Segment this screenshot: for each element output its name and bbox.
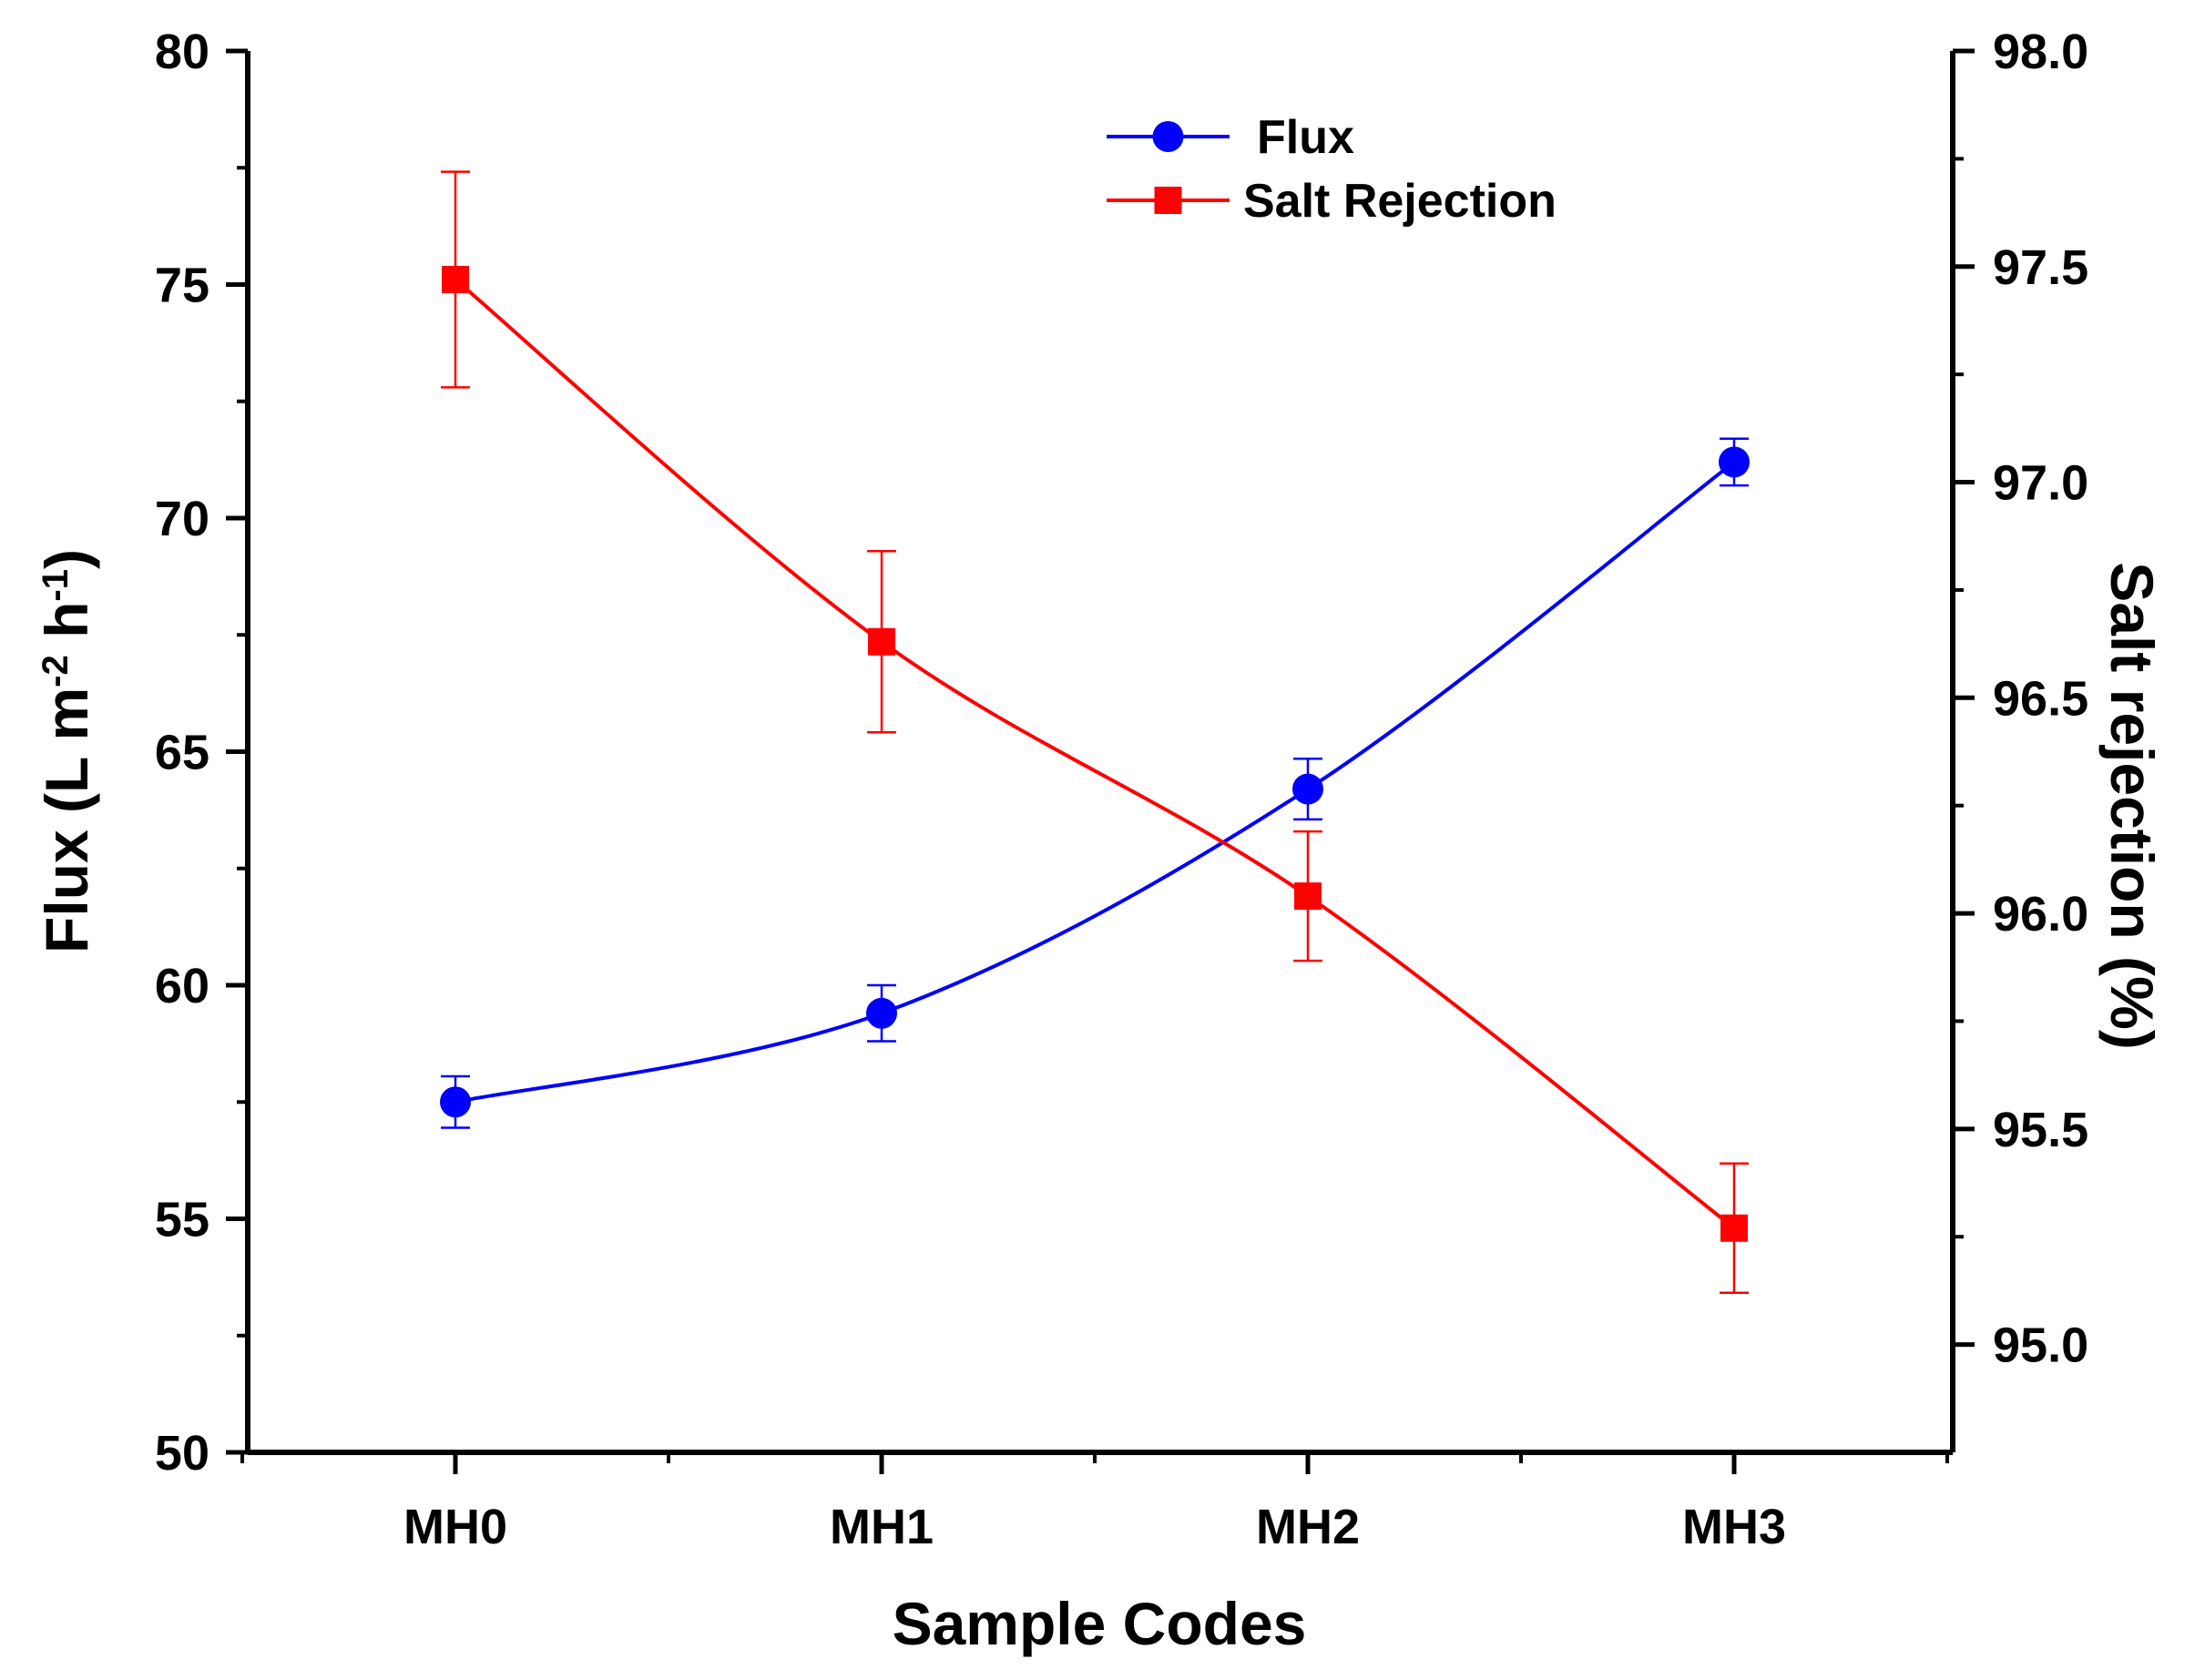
y-tick-label: 80 — [155, 25, 209, 79]
y-axis-title-mid: h — [33, 602, 100, 656]
y2-tick-label: 96.0 — [1993, 887, 2088, 942]
legend-salt-rejection-label: Salt Rejection — [1243, 175, 1557, 228]
flux-point — [1719, 446, 1750, 478]
flux-line — [454, 460, 1736, 1105]
flux-point — [1292, 773, 1323, 805]
x-tick-label: MH0 — [403, 1500, 507, 1554]
y2-tick-label: 96.5 — [1993, 671, 2088, 726]
y-tick-label: 75 — [155, 259, 209, 313]
y2-tick-label: 98.0 — [1993, 25, 2088, 79]
salt-rejection-line — [454, 278, 1736, 1230]
y-axis-title-exp1: -2 — [36, 655, 76, 687]
y2-axis-title: Salt rejection (%) — [2098, 562, 2166, 1049]
legend-flux-label: Flux — [1257, 111, 1354, 164]
salt-rejection-point — [868, 627, 895, 656]
y-tick-label: 60 — [155, 959, 209, 1013]
y-tick-label: 70 — [155, 492, 209, 546]
x-tick-label: MH2 — [1256, 1500, 1360, 1554]
salt-rejection-point — [1294, 882, 1322, 911]
salt-rejection-point — [442, 265, 469, 293]
y2-tick-label: 95.0 — [1993, 1319, 2088, 1373]
flux-point — [440, 1086, 471, 1118]
y2-tick-label: 97.5 — [1993, 240, 2088, 295]
x-tick-label: MH3 — [1682, 1500, 1786, 1554]
legend-flux-marker — [1152, 121, 1184, 152]
y-tick-label: 55 — [155, 1193, 209, 1247]
legend-salt-rejection-marker — [1154, 187, 1182, 214]
y-tick-label: 50 — [155, 1426, 209, 1481]
legend: Flux Salt Rejection — [1107, 111, 1557, 228]
flux-point — [866, 997, 897, 1029]
plot-frame-group: 50 55 60 65 70 75 80 95.0 95.5 96.0 96.5 97.0 97.5 98… — [155, 25, 2088, 1554]
x-axis-title: Sample Codes — [893, 1590, 1307, 1657]
y-axis-title-exp2: -1 — [36, 569, 76, 602]
y-tick-label: 65 — [155, 726, 209, 780]
y-axis-title: Flux (L m-2 h-1) — [33, 549, 100, 953]
y2-tick-label: 95.5 — [1993, 1103, 2088, 1157]
series-group — [440, 170, 1750, 1295]
y-axis-title-prefix: Flux (L m — [33, 687, 100, 953]
salt-rejection-point — [1720, 1214, 1748, 1242]
y2-tick-label: 97.0 — [1993, 456, 2088, 511]
y-axis-title-suffix: ) — [33, 549, 100, 569]
x-tick-label: MH1 — [830, 1500, 934, 1554]
